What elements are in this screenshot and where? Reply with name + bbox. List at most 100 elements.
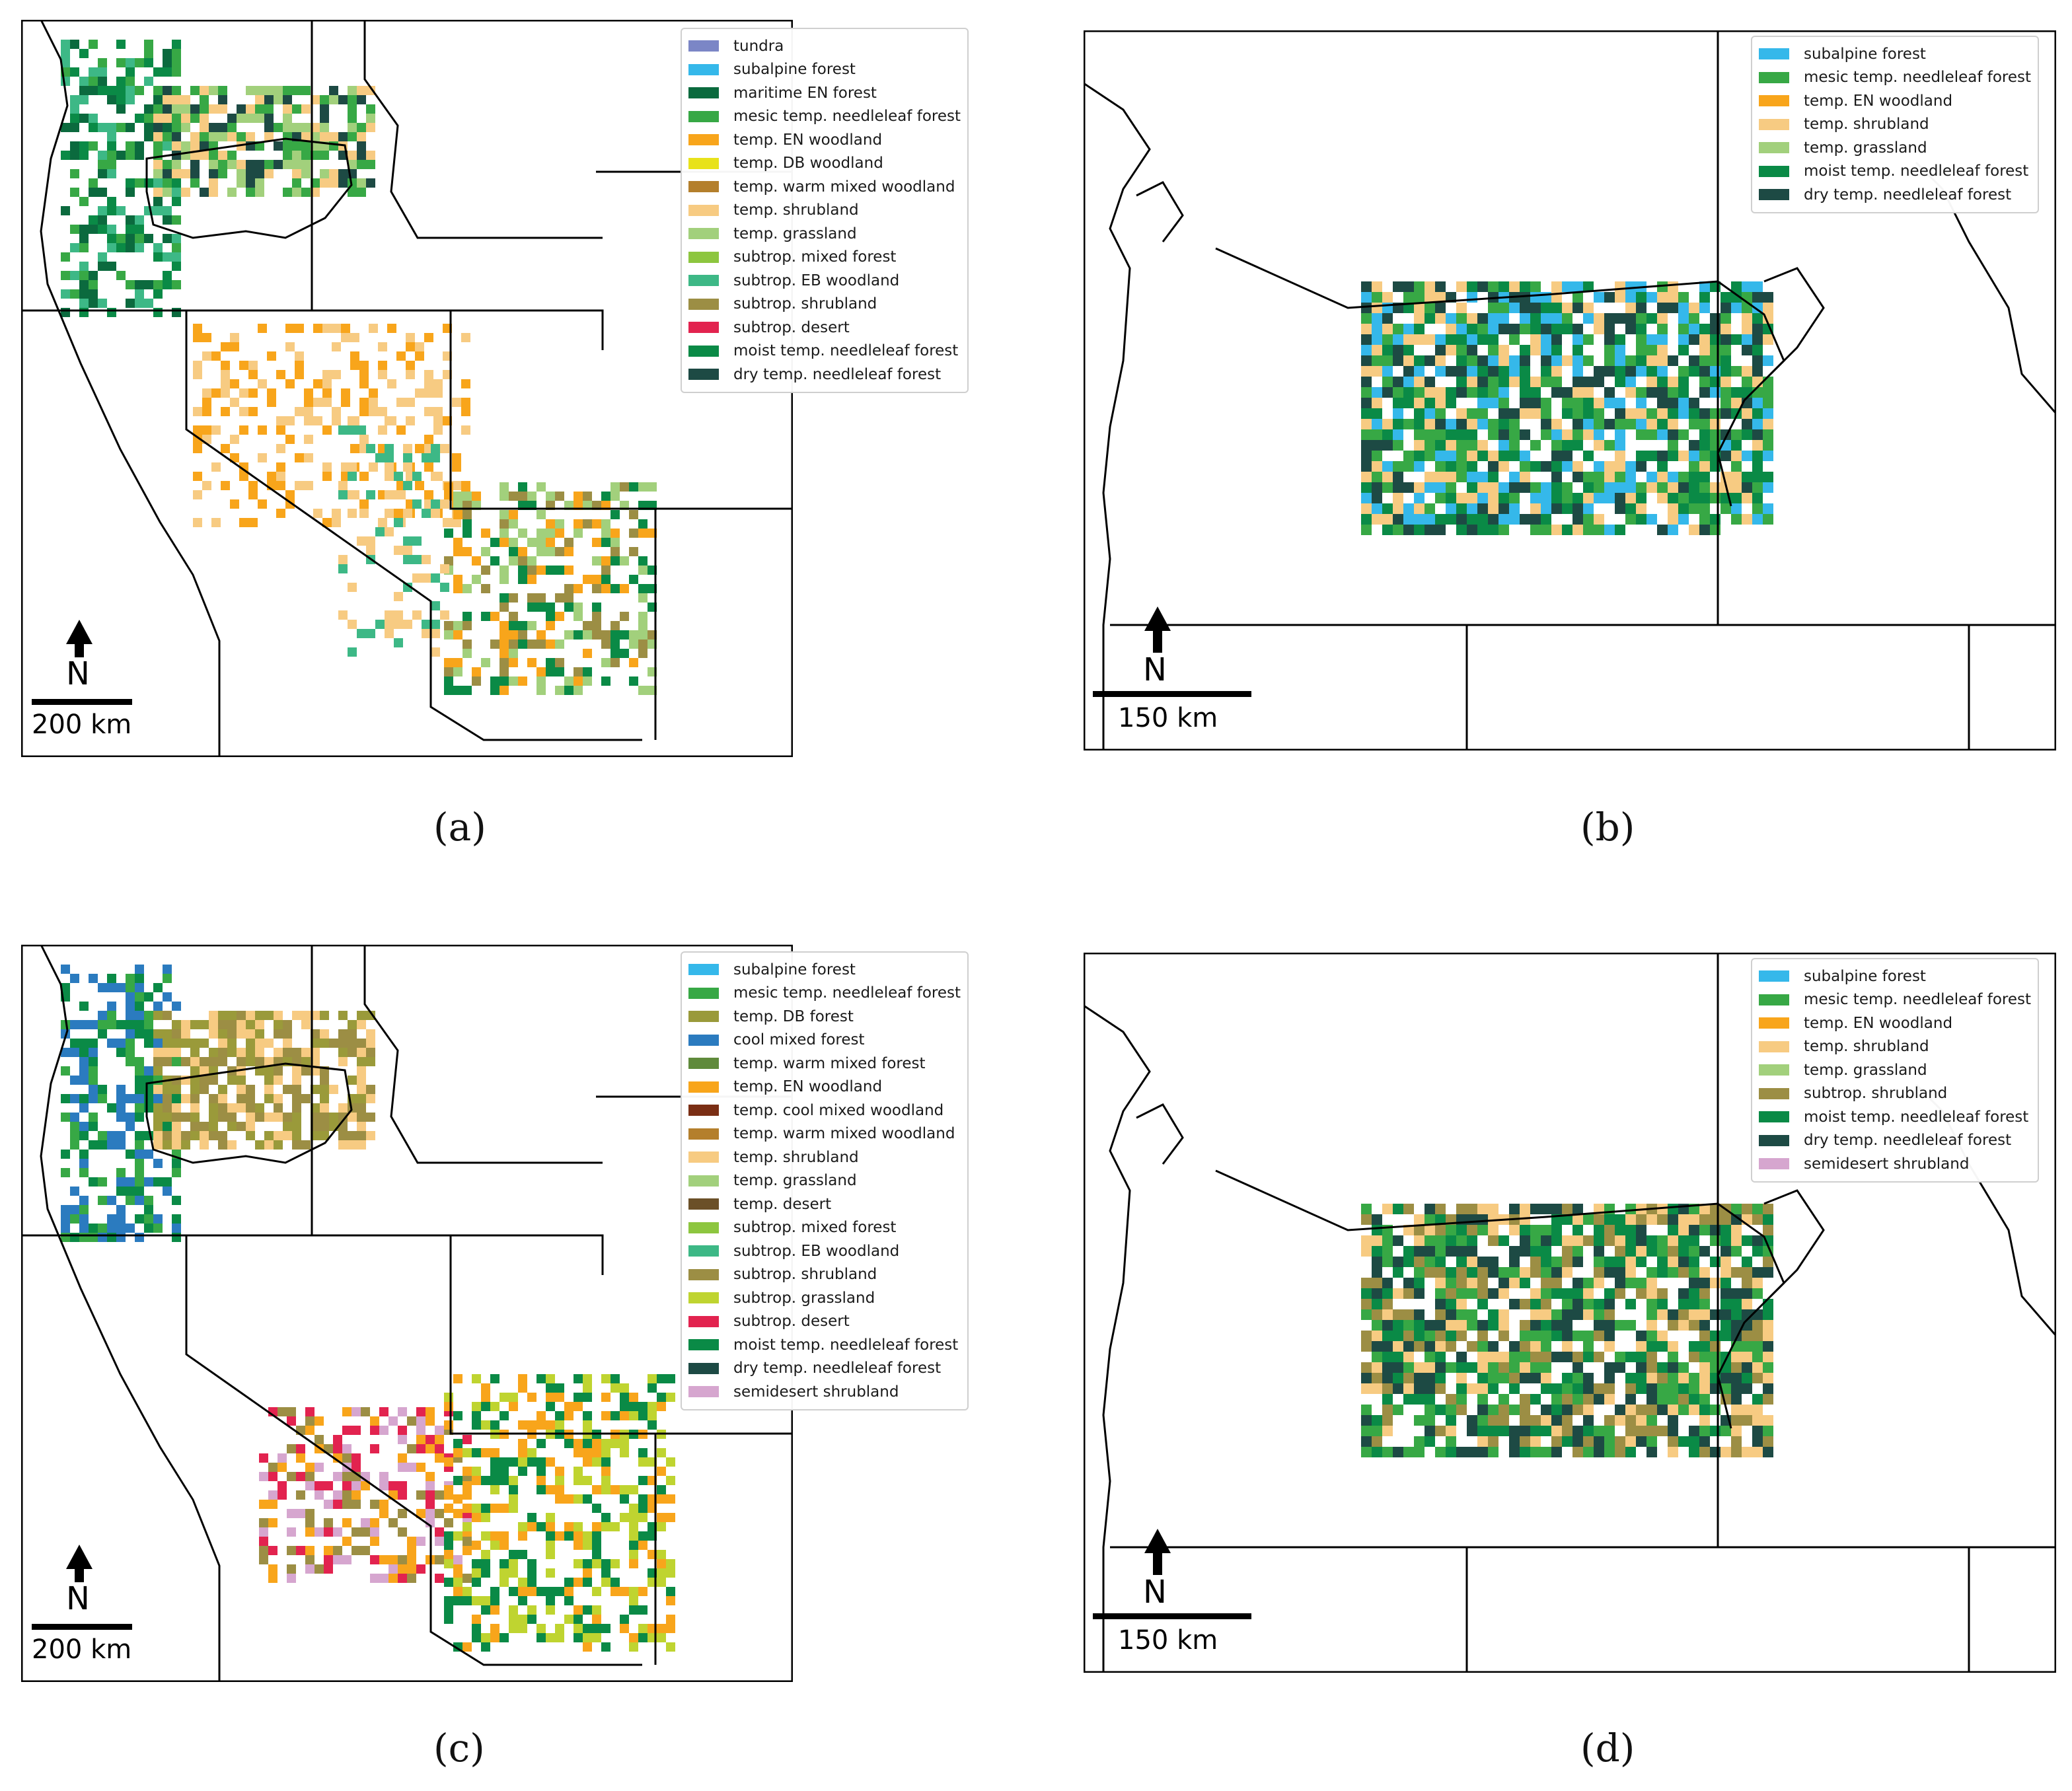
vegetation-cell <box>1498 503 1509 514</box>
vegetation-cell <box>1446 451 1456 461</box>
vegetation-cell <box>79 114 89 123</box>
vegetation-cell <box>1372 303 1382 313</box>
vegetation-cell <box>209 1057 218 1066</box>
vegetation-cell <box>1636 1214 1646 1225</box>
vegetation-cell <box>1361 387 1372 398</box>
vegetation-cell <box>1668 1352 1678 1362</box>
vegetation-cell <box>601 529 610 538</box>
vegetation-cell <box>292 188 301 197</box>
vegetation-cell <box>1572 525 1583 535</box>
vegetation-cell <box>592 1448 601 1457</box>
legend-swatch <box>688 1198 719 1210</box>
vegetation-cell <box>416 1435 426 1444</box>
vegetation-cell <box>98 1233 107 1242</box>
vegetation-cell <box>1498 482 1509 493</box>
vegetation-cell <box>1668 1415 1678 1426</box>
vegetation-cell <box>416 1509 426 1518</box>
map-c <box>21 945 793 1682</box>
vegetation-cell <box>1520 1278 1530 1288</box>
vegetation-cell <box>1657 1235 1668 1246</box>
vegetation-cell <box>648 482 657 492</box>
vegetation-cell <box>426 1490 435 1500</box>
vegetation-cell <box>348 114 357 123</box>
legend-swatch <box>688 1386 719 1398</box>
vegetation-cell <box>135 178 144 188</box>
legend-c: subalpine forest mesic temp. needleleaf f… <box>681 951 969 1410</box>
vegetation-cell <box>1393 324 1403 334</box>
vegetation-cell <box>116 151 126 160</box>
vegetation-cell <box>153 1140 163 1150</box>
vegetation-cell <box>190 1122 200 1131</box>
vegetation-cell <box>1572 503 1583 514</box>
vegetation-cell <box>163 280 172 289</box>
vegetation-cell <box>255 188 264 197</box>
vegetation-cell <box>218 1103 227 1113</box>
vegetation-cell <box>509 621 518 630</box>
map-a <box>21 20 793 757</box>
vegetation-cell <box>107 151 116 160</box>
vegetation-cell <box>1424 1225 1435 1235</box>
vegetation-cell <box>536 676 546 686</box>
vegetation-cell <box>527 640 536 649</box>
vegetation-cell <box>1361 503 1372 514</box>
vegetation-cell <box>1541 1288 1551 1299</box>
vegetation-cell <box>1731 1225 1742 1235</box>
vegetation-cell <box>385 472 394 481</box>
vegetation-cell <box>1689 1352 1699 1362</box>
vegetation-cell <box>666 1587 675 1596</box>
vegetation-cell <box>79 151 89 160</box>
vegetation-cell <box>583 1494 592 1504</box>
vegetation-cell <box>276 416 285 425</box>
vegetation-cell <box>657 1467 666 1476</box>
vegetation-cell <box>610 538 620 547</box>
vegetation-cell <box>1382 313 1393 324</box>
vegetation-cell <box>412 610 422 620</box>
scale-bar-b <box>1093 691 1251 697</box>
vegetation-cell <box>172 197 181 206</box>
vegetation-cell <box>1604 1383 1615 1394</box>
vegetation-cell <box>163 1011 172 1020</box>
vegetation-cell <box>1646 1214 1657 1225</box>
vegetation-cell <box>1562 1405 1572 1415</box>
vegetation-cell <box>1583 514 1594 525</box>
vegetation-cell <box>342 1555 352 1564</box>
vegetation-cell <box>1467 324 1477 334</box>
vegetation-cell <box>574 1531 583 1541</box>
vegetation-cell <box>574 1494 583 1504</box>
vegetation-cell <box>629 640 638 649</box>
vegetation-cell <box>1424 1415 1435 1426</box>
vegetation-cell <box>1403 345 1414 355</box>
vegetation-cell <box>1467 292 1477 303</box>
vegetation-cell <box>453 547 462 556</box>
vegetation-cell <box>1710 334 1720 345</box>
vegetation-cell <box>481 1393 490 1402</box>
vegetation-cell <box>357 95 366 104</box>
vegetation-cell <box>1668 1436 1678 1447</box>
legend-swatch <box>1759 118 1789 130</box>
vegetation-cell <box>264 1011 274 1020</box>
vegetation-cell <box>209 86 218 95</box>
vegetation-cell <box>1488 1383 1498 1394</box>
vegetation-cell <box>1382 482 1393 493</box>
vegetation-cell <box>546 1393 555 1402</box>
vegetation-cell <box>1424 1204 1435 1214</box>
vegetation-cell <box>1625 503 1636 514</box>
vegetation-cell <box>1372 1257 1382 1267</box>
vegetation-cell <box>1742 334 1752 345</box>
vegetation-cell <box>1594 408 1604 419</box>
vegetation-cell <box>1435 1214 1446 1225</box>
vegetation-cell <box>490 612 500 621</box>
vegetation-cell <box>295 370 304 379</box>
vegetation-cell <box>444 529 453 538</box>
vegetation-cell <box>546 566 555 575</box>
vegetation-cell <box>361 1481 370 1490</box>
vegetation-cell <box>361 1546 370 1555</box>
vegetation-cell <box>221 361 230 370</box>
vegetation-cell <box>193 444 202 453</box>
vegetation-cell <box>218 132 227 141</box>
vegetation-cell <box>153 123 163 132</box>
vegetation-cell <box>453 1555 462 1564</box>
vegetation-cell <box>1488 1204 1498 1214</box>
vegetation-cell <box>462 1642 472 1652</box>
vegetation-cell <box>481 1513 490 1522</box>
